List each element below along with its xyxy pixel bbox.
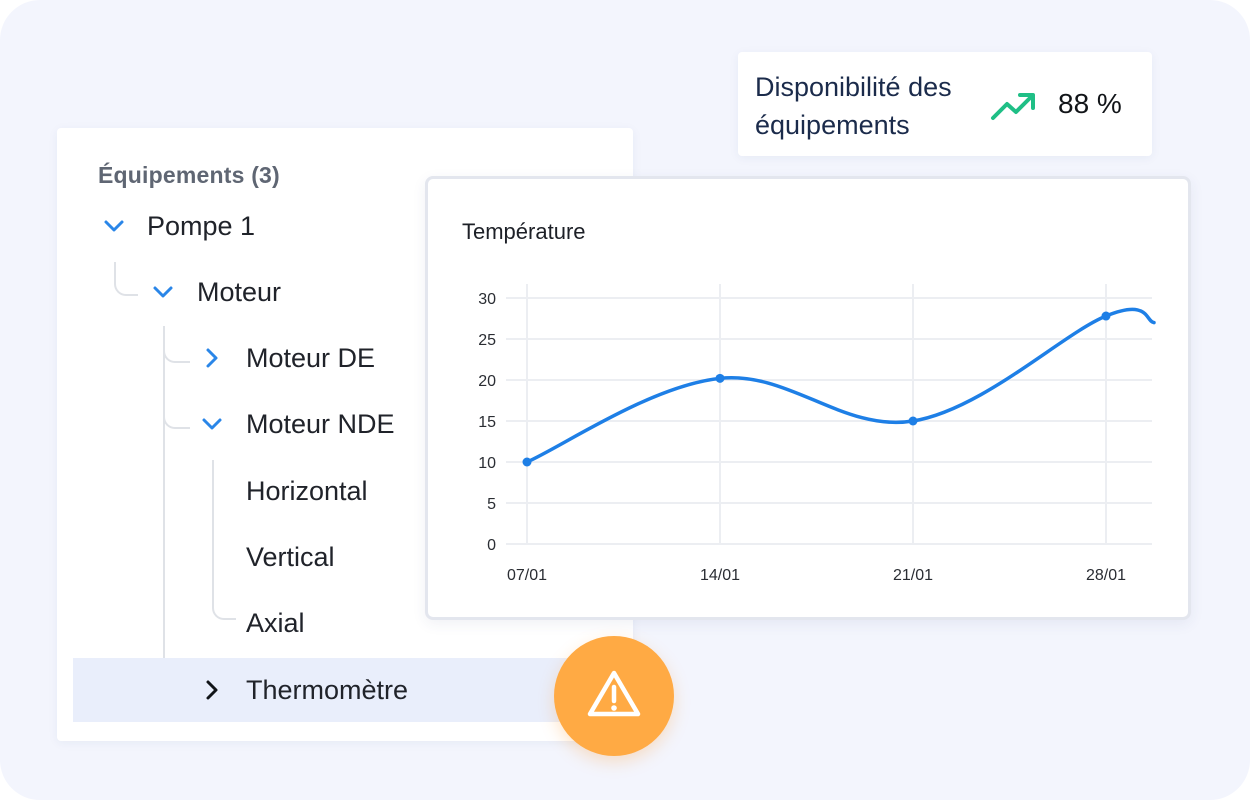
y-tick-label: 15 xyxy=(478,414,496,431)
y-tick-label: 0 xyxy=(487,537,496,554)
tree-item-horizontal[interactable]: Horizontal xyxy=(73,459,573,523)
tree-item-vertical[interactable]: Vertical xyxy=(73,525,573,589)
chevron-down-icon[interactable] xyxy=(101,213,127,239)
data-point xyxy=(522,457,532,467)
chevron-down-icon[interactable] xyxy=(199,411,225,437)
chevron-down-icon[interactable] xyxy=(150,279,176,305)
tree-item-label: Thermomètre xyxy=(246,674,409,705)
y-tick-label: 5 xyxy=(487,496,496,513)
temperature-chart: 0 5 10 15 20 25 30 07/01 14/01 21/01 28/01 xyxy=(478,284,1156,584)
x-tick-label: 21/01 xyxy=(893,567,933,584)
y-tick-label: 10 xyxy=(478,455,496,472)
availability-kpi-card: Disponibilité des équipements 88 % xyxy=(738,52,1152,156)
tree-item-pompe-1[interactable]: Pompe 1 xyxy=(73,194,573,258)
tree-connector xyxy=(163,399,190,429)
series-line xyxy=(525,307,1156,464)
temperature-chart-card: Température 0 5 10 15 20 25 30 07/01 14/01 21/01 2… xyxy=(425,176,1191,620)
chart-title: Température xyxy=(462,219,586,244)
y-tick-label: 30 xyxy=(478,291,496,308)
trending-up-icon xyxy=(990,89,1038,128)
tree-item-label: Moteur xyxy=(197,276,282,307)
tree-item-label: Moteur DE xyxy=(246,342,376,373)
tree-item-label: Axial xyxy=(246,607,305,638)
tree-header: Équipements (3) xyxy=(98,162,280,188)
tree-connector xyxy=(163,326,165,686)
tree-connector xyxy=(163,333,190,363)
tree-item-label: Vertical xyxy=(246,541,335,572)
x-tick-label: 28/01 xyxy=(1086,567,1126,584)
tree-connector xyxy=(212,590,236,620)
x-tick-label: 07/01 xyxy=(507,567,547,584)
tree-item-label: Pompe 1 xyxy=(147,210,256,241)
x-tick-label: 14/01 xyxy=(700,567,740,584)
alert-badge[interactable] xyxy=(554,636,674,756)
tree-item-moteur[interactable]: Moteur xyxy=(73,260,573,324)
data-point xyxy=(1101,311,1111,321)
tree-connector xyxy=(212,460,214,600)
tree-item-label: Horizontal xyxy=(246,475,368,506)
tree-connector xyxy=(114,262,138,296)
tree-item-axial[interactable]: Axial xyxy=(73,591,573,655)
chevron-right-icon[interactable] xyxy=(199,345,225,371)
warning-icon xyxy=(586,668,642,725)
tree-item-moteur-de[interactable]: Moteur DE xyxy=(73,326,573,390)
kpi-value: 88 % xyxy=(1058,88,1122,119)
chevron-right-icon[interactable] xyxy=(199,677,225,703)
data-point xyxy=(908,416,918,426)
y-tick-label: 25 xyxy=(478,332,496,349)
tree-item-moteur-nde[interactable]: Moteur NDE xyxy=(73,392,573,456)
y-tick-label: 20 xyxy=(478,373,496,390)
tree-item-thermometre[interactable]: Thermomètre xyxy=(73,658,573,722)
data-point xyxy=(715,373,725,383)
tree-item-label: Moteur NDE xyxy=(246,408,395,439)
kpi-label: Disponibilité des équipements xyxy=(755,72,952,140)
